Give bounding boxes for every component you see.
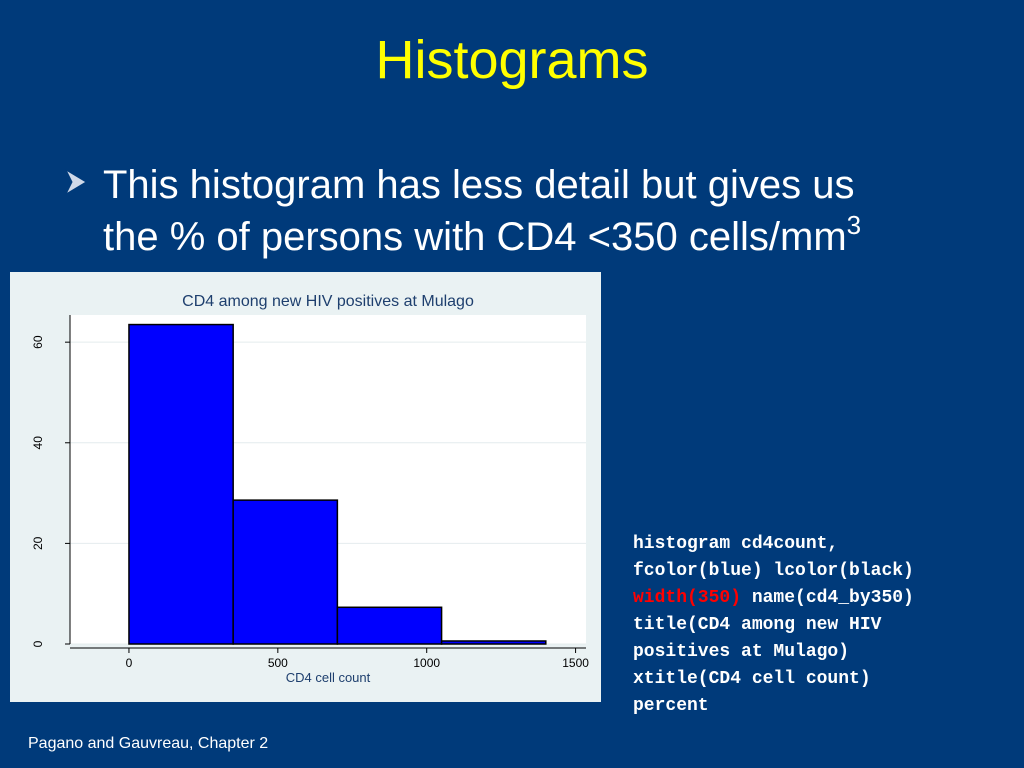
bar (232, 499, 339, 645)
x-tick-label: 500 (268, 656, 288, 670)
code-segment: histogram cd4count, (633, 534, 838, 554)
bar (128, 323, 234, 645)
bullet-icon (64, 168, 87, 196)
code-line: percent (633, 696, 709, 716)
bar (440, 640, 547, 645)
y-tick-label: 60 (31, 335, 45, 349)
code-segment: name(cd4_by350) (741, 588, 914, 608)
y-tick-label: 20 (31, 536, 45, 550)
code-block: histogram cd4count, fcolor(blue) lcolor(b… (633, 534, 914, 716)
bullet-text: the % of persons with CD4 <350 cells/mm (103, 215, 847, 259)
y-tick-label: 0 (31, 640, 45, 647)
code-line: width(350) name(cd4_by350) (633, 588, 914, 608)
code-segment: fcolor(blue) lcolor(black) (633, 561, 914, 581)
code-line: title(CD4 among new HIV (633, 615, 882, 635)
bar (336, 606, 443, 645)
bullet-line: the % of persons with CD4 <350 cells/mm3 (103, 210, 861, 259)
chart-title: CD4 among new HIV positives at Mulago (182, 293, 474, 310)
bullet-line: This histogram has less detail but gives… (103, 163, 854, 207)
code-segment: width(350) (633, 588, 741, 608)
footer: Pagano and Gauvreau, Chapter 2 (28, 735, 268, 752)
code-line: fcolor(blue) lcolor(black) (633, 561, 914, 581)
code-segment: positives at Mulago) (633, 642, 849, 662)
slide-title: Histograms (375, 30, 648, 90)
code-line: histogram cd4count, (633, 534, 838, 554)
code-line: positives at Mulago) (633, 642, 849, 662)
x-tick-label: 0 (126, 656, 133, 670)
x-tick-label: 1000 (413, 656, 440, 670)
code-segment: xtitle(CD4 cell count) (633, 669, 871, 689)
code-segment: percent (633, 696, 709, 716)
y-tick-label: 40 (31, 436, 45, 450)
superscript: 3 (847, 210, 861, 240)
code-line: xtitle(CD4 cell count) (633, 669, 871, 689)
x-axis-label: CD4 cell count (286, 670, 371, 685)
code-segment: title(CD4 among new HIV (633, 615, 882, 635)
x-tick-label: 1500 (562, 656, 589, 670)
